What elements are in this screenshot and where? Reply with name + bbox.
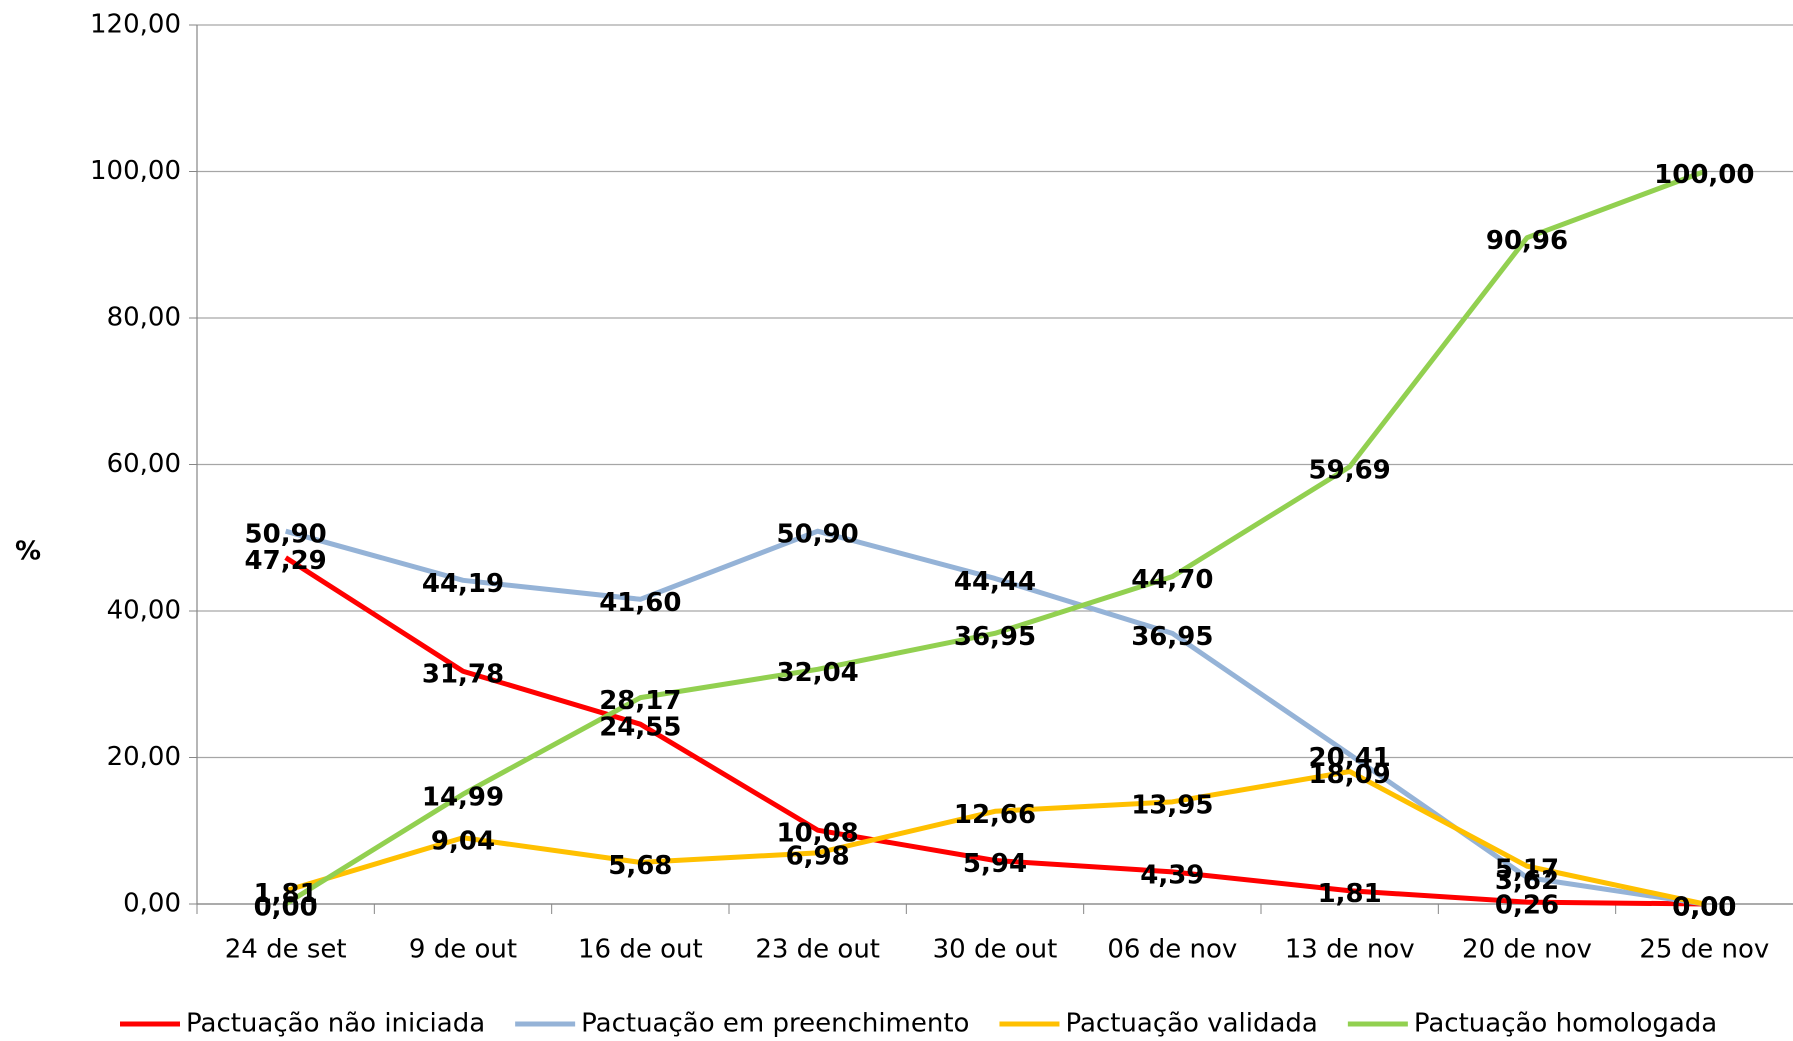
- x-tick-label: 23 de out: [755, 935, 880, 965]
- x-tick-label: 06 de nov: [1107, 935, 1237, 965]
- data-label: 90,96: [1486, 226, 1568, 256]
- x-tick-label: 9 de out: [409, 935, 517, 965]
- x-tick-label: 20 de nov: [1462, 935, 1592, 965]
- data-label: 50,90: [245, 520, 327, 550]
- series-line: [284, 768, 1705, 907]
- series-line: [284, 555, 1705, 907]
- y-tick-label: 20,00: [107, 742, 181, 772]
- legend-item: Pactuação não iniciada: [120, 1009, 485, 1039]
- legend-label: Pactuação homologada: [1414, 1009, 1717, 1039]
- data-label: 0,26: [1495, 891, 1559, 921]
- legend-item: Pactuação homologada: [1347, 1009, 1717, 1039]
- legend-item: Pactuação validada: [999, 1009, 1318, 1039]
- y-tick-label: 40,00: [107, 596, 181, 626]
- data-label: 3,62: [1495, 866, 1559, 896]
- legend-label: Pactuação não iniciada: [186, 1009, 485, 1039]
- y-axis-label: %: [15, 537, 41, 567]
- data-label: 14,99: [422, 783, 504, 813]
- data-label: 32,04: [777, 658, 859, 688]
- data-label: 13,95: [1131, 790, 1213, 820]
- data-label: 44,44: [954, 567, 1036, 597]
- x-tick-label: 25 de nov: [1639, 935, 1769, 965]
- x-tick-label: 16 de out: [578, 935, 703, 965]
- data-label: 4,39: [1140, 860, 1204, 890]
- data-label: 5,68: [608, 851, 672, 881]
- legend-label: Pactuação em preenchimento: [581, 1009, 969, 1039]
- data-label: 0,00: [1672, 893, 1736, 923]
- data-label: 10,08: [777, 819, 859, 849]
- data-label: 0,00: [1672, 893, 1736, 923]
- data-label: 1,81: [254, 879, 318, 909]
- data-label: 36,95: [1131, 622, 1213, 652]
- data-label: 6,98: [786, 841, 850, 871]
- data-label: 20,41: [1309, 743, 1391, 773]
- data-label: 44,70: [1131, 565, 1213, 595]
- data-label: 100,00: [1654, 160, 1754, 190]
- y-tick-label: 0,00: [123, 889, 181, 919]
- x-tick-label: 30 de out: [933, 935, 1058, 965]
- y-tick-label: 80,00: [107, 303, 181, 333]
- legend-item: Pactuação em preenchimento: [515, 1009, 969, 1039]
- data-label: 28,17: [599, 686, 681, 716]
- data-label: 12,66: [954, 800, 1036, 830]
- data-label: 1,81: [1318, 879, 1382, 909]
- data-label: 44,19: [422, 569, 504, 599]
- data-label: 50,90: [777, 520, 859, 550]
- y-tick-label: 120,00: [90, 10, 181, 40]
- data-label: 18,09: [1309, 760, 1391, 790]
- y-tick-label: 100,00: [90, 156, 181, 186]
- data-label: 36,95: [954, 622, 1036, 652]
- y-tick-label: 60,00: [107, 449, 181, 479]
- data-label: 47,29: [245, 546, 327, 576]
- data-label: 41,60: [599, 588, 681, 618]
- data-label: 9,04: [431, 826, 495, 856]
- x-tick-label: 24 de set: [225, 935, 347, 965]
- data-label: 24,55: [599, 713, 681, 743]
- data-label: 0,00: [1672, 893, 1736, 923]
- data-label: 5,17: [1495, 855, 1559, 885]
- legend-label: Pactuação validada: [1065, 1009, 1317, 1039]
- data-label: 5,94: [963, 849, 1027, 879]
- x-tick-label: 13 de nov: [1285, 935, 1415, 965]
- series-line: [284, 169, 1706, 907]
- data-label: 59,69: [1309, 455, 1391, 485]
- data-label: 31,78: [422, 660, 504, 690]
- data-label: 0,00: [254, 893, 318, 923]
